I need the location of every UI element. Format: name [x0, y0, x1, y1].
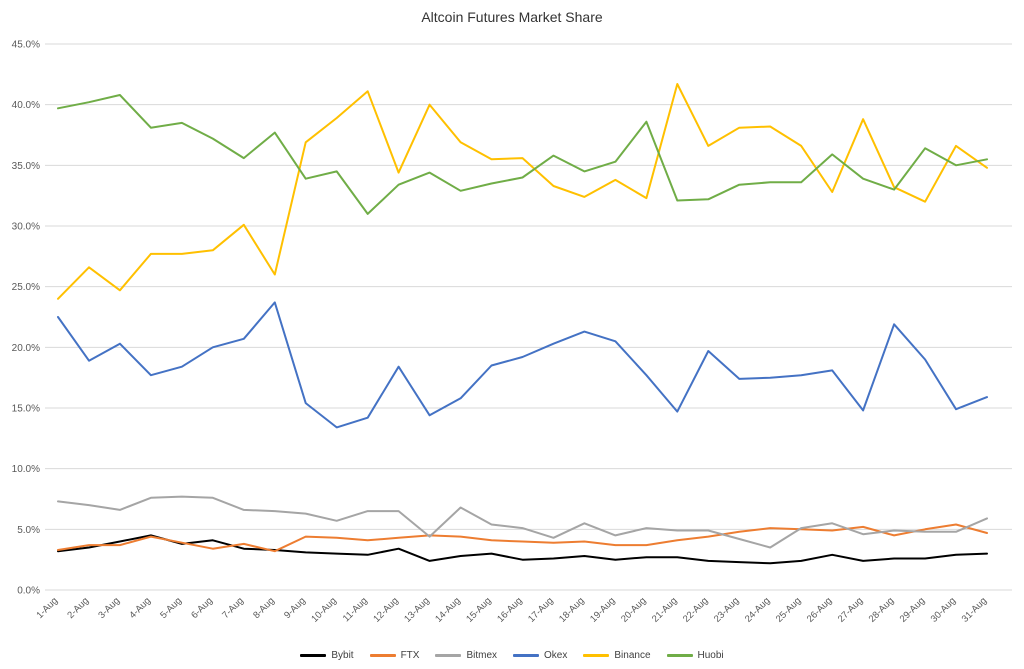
x-axis-tick-label: 10-Aug [309, 595, 338, 624]
series-line-okex [57, 301, 988, 429]
x-axis-tick-label: 7-Aug [220, 595, 246, 621]
legend-swatch-bitmex [435, 654, 462, 657]
x-axis-tick-label: 19-Aug [588, 595, 617, 624]
x-axis-tick-label: 29-Aug [898, 595, 927, 624]
x-axis-tick-label: 27-Aug [836, 595, 865, 624]
y-axis-tick-label: 5.0% [17, 525, 40, 536]
x-axis-tick-label: 26-Aug [805, 595, 834, 624]
x-axis-tick-label: 23-Aug [712, 595, 741, 624]
y-axis-tick-label: 0.0% [17, 586, 40, 597]
x-axis-tick-label: 30-Aug [929, 595, 958, 624]
x-axis-tick-label: 21-Aug [650, 595, 679, 624]
x-axis-tick-label: 14-Aug [433, 595, 462, 624]
x-axis-tick-label: 9-Aug [282, 595, 308, 621]
legend-swatch-huobi [666, 654, 693, 657]
legend-item-bitmex: Bitmex [435, 650, 497, 661]
legend-swatch-ftx [369, 654, 396, 657]
y-axis-tick-label: 35.0% [12, 161, 40, 172]
x-axis-tick-label: 17-Aug [526, 595, 555, 624]
series-line-binance [57, 83, 988, 300]
x-axis-tick-label: 4-Aug [127, 595, 153, 621]
legend-swatch-binance [583, 654, 610, 657]
y-axis-tick-label: 10.0% [12, 464, 40, 475]
legend-label: Binance [614, 650, 651, 661]
x-axis-tick-label: 6-Aug [189, 595, 215, 621]
legend-label: Huobi [697, 650, 724, 661]
legend-item-binance: Binance [583, 650, 651, 661]
x-axis-tick-label: 16-Aug [495, 595, 524, 624]
legend: Bybit FTX Bitmex Okex Binance Huobi [0, 650, 1024, 661]
series-line-huobi [57, 94, 988, 215]
legend-item-okex: Okex [513, 650, 567, 661]
y-axis-tick-label: 30.0% [12, 222, 40, 233]
series-line-bitmex [57, 495, 988, 549]
series-line-ftx [57, 523, 988, 553]
x-axis-tick-label: 24-Aug [743, 595, 772, 624]
legend-item-huobi: Huobi [666, 650, 724, 661]
y-axis-tick-label: 40.0% [12, 100, 40, 111]
x-axis-tick-label: 22-Aug [681, 595, 710, 624]
legend-item-ftx: FTX [369, 650, 420, 661]
x-axis-tick-label: 13-Aug [402, 595, 431, 624]
x-axis-tick-label: 3-Aug [96, 595, 122, 621]
y-axis-tick-label: 20.0% [12, 343, 40, 354]
y-axis-tick-label: 45.0% [12, 40, 40, 51]
legend-swatch-okex [513, 654, 540, 657]
legend-item-bybit: Bybit [300, 650, 354, 661]
x-axis-tick-label: 25-Aug [774, 595, 803, 624]
x-axis-tick-label: 8-Aug [251, 595, 277, 621]
x-axis-tick-label: 5-Aug [158, 595, 184, 621]
series-line-bybit [57, 534, 988, 565]
legend-label: Bitmex [466, 650, 498, 661]
legend-label: FTX [400, 650, 420, 661]
legend-swatch-bybit [300, 654, 327, 657]
x-axis-tick-label: 2-Aug [65, 595, 91, 621]
x-axis-tick-label: 15-Aug [464, 595, 493, 624]
y-axis-tick-label: 15.0% [12, 404, 40, 415]
x-axis-tick-label: 28-Aug [867, 595, 896, 624]
legend-label: Okex [544, 650, 568, 661]
x-axis-tick-label: 18-Aug [557, 595, 586, 624]
x-axis-tick-label: 12-Aug [371, 595, 400, 624]
x-axis-tick-label: 20-Aug [619, 595, 648, 624]
x-axis-tick-label: 31-Aug [960, 595, 989, 624]
legend-label: Bybit [331, 650, 354, 661]
x-axis-tick-label: 11-Aug [341, 595, 370, 624]
y-axis-tick-label: 25.0% [12, 282, 40, 293]
x-axis-tick-label: 1-Aug [34, 595, 60, 621]
chart-title: Altcoin Futures Market Share [421, 9, 603, 25]
